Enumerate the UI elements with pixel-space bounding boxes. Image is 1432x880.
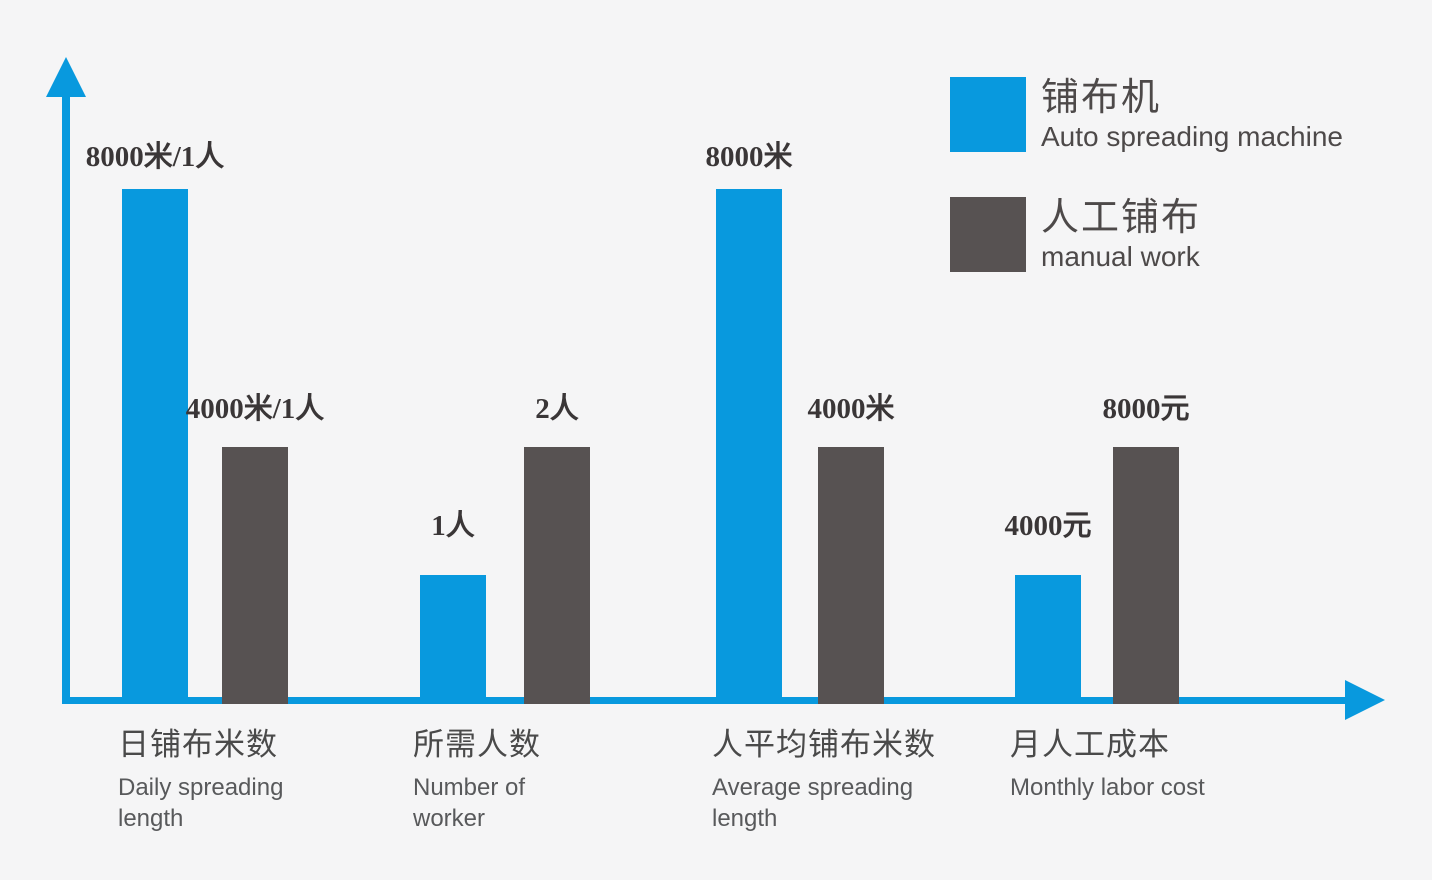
bar-manual-group3 [1113,447,1179,704]
legend-label-machine-cn: 铺布机 [1041,77,1162,119]
category-label-cn: 人平均铺布米数 [712,727,936,762]
legend-label-manual-cn: 人工铺布 [1041,197,1202,239]
bar-machine-group2 [716,189,782,704]
bar-manual-group0 [222,447,288,704]
bar-value-label-machine-group1: 1人 [431,510,475,542]
legend-swatch-manual [950,197,1026,272]
legend-item-manual: 人工铺布 manual work [950,197,1343,274]
bar-value-label-machine-group2: 8000米 [705,141,793,173]
x-axis-arrow-icon [1345,680,1385,720]
bar-value-label-machine-group0: 8000米/1人 [85,141,225,173]
legend-swatch-machine [950,77,1026,152]
bar-value-label-manual-group1: 2人 [535,393,579,425]
category-label-group1: 所需人数 Number of worker [413,719,541,834]
legend-text-manual: 人工铺布 manual work [1041,197,1201,274]
bar-manual-group2 [818,447,884,704]
category-label-group3: 月人工成本 Monthly labor cost [1010,719,1205,803]
category-label-en: Daily spreading length [118,774,284,832]
category-label-cn: 月人工成本 [1010,727,1170,762]
bar-value-label-manual-group0: 4000米/1人 [185,393,325,425]
x-axis [62,697,1348,704]
category-label-cn: 所需人数 [413,727,541,762]
bar-machine-group1 [420,575,486,704]
category-label-en: Monthly labor cost [1010,774,1205,801]
legend-label-manual-en: manual work [1041,241,1200,272]
y-axis [62,95,70,703]
bar-value-label-manual-group2: 4000米 [807,393,895,425]
legend-label-machine-en: Auto spreading machine [1041,121,1343,152]
category-label-group0: 日铺布米数 Daily spreading length [118,719,283,834]
legend-item-machine: 铺布机 Auto spreading machine [950,77,1343,154]
bar-manual-group1 [524,447,590,704]
bar-value-label-machine-group3: 4000元 [1004,510,1092,542]
bar-machine-group3 [1015,575,1081,704]
bar-value-label-manual-group3: 8000元 [1102,393,1190,425]
category-label-en: Number of worker [413,774,526,832]
bar-machine-group0 [122,189,188,704]
category-label-group2: 人平均铺布米数 Average spreading length [712,719,936,834]
category-label-cn: 日铺布米数 [118,727,278,762]
y-axis-arrow-icon [46,57,86,97]
category-label-en: Average spreading length [712,774,914,832]
legend: 铺布机 Auto spreading machine 人工铺布 manual w… [950,77,1343,274]
legend-text-machine: 铺布机 Auto spreading machine [1041,77,1343,154]
